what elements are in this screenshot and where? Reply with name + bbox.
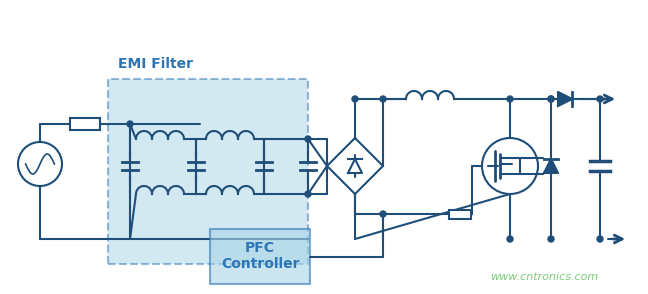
Polygon shape <box>558 92 572 106</box>
Circle shape <box>507 236 513 242</box>
Circle shape <box>548 96 554 102</box>
Circle shape <box>305 136 311 142</box>
Text: www.cntronics.com: www.cntronics.com <box>490 272 598 282</box>
Text: EMI Filter: EMI Filter <box>118 57 193 71</box>
Circle shape <box>127 121 133 127</box>
Bar <box>70 118 100 130</box>
Circle shape <box>507 96 513 102</box>
Circle shape <box>305 191 311 197</box>
Circle shape <box>597 236 603 242</box>
Circle shape <box>597 96 603 102</box>
FancyBboxPatch shape <box>108 79 308 264</box>
Circle shape <box>380 96 386 102</box>
Text: Controller: Controller <box>221 258 299 271</box>
Text: PFC: PFC <box>245 241 275 255</box>
Circle shape <box>352 96 358 102</box>
Bar <box>449 210 471 218</box>
Circle shape <box>380 211 386 217</box>
Circle shape <box>548 236 554 242</box>
FancyBboxPatch shape <box>210 229 310 284</box>
Circle shape <box>548 96 554 102</box>
Polygon shape <box>544 159 558 173</box>
